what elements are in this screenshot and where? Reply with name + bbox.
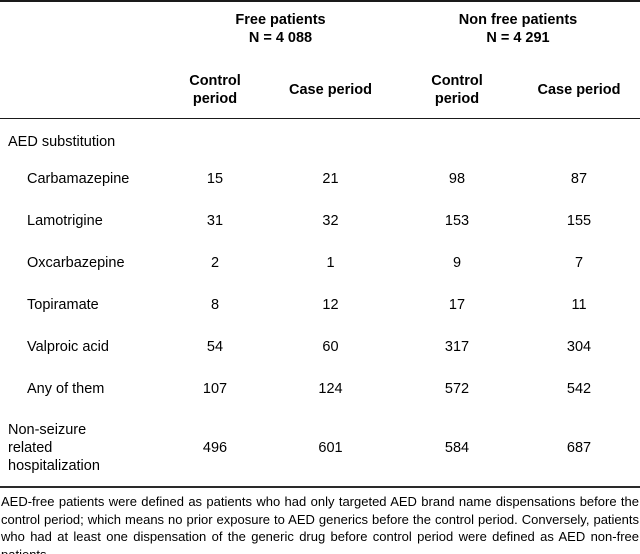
group-n-count: N = 4 291	[486, 30, 550, 46]
stub-cell	[0, 1, 165, 61]
table-row-carbamazepine: Carbamazepine 15 21 98 87	[0, 158, 640, 200]
stub-cell	[0, 61, 165, 119]
cell-value: 304	[566, 339, 592, 355]
row-label: Carbamazepine	[27, 171, 130, 187]
cell-value: 12	[322, 297, 339, 313]
row-label: Any of them	[27, 381, 105, 397]
column-header-case-period-nonfree: Case period	[518, 61, 640, 119]
cell-value: 54	[206, 339, 224, 355]
group-title: Non free patients	[458, 12, 578, 28]
column-header-row: Control period Case period Control perio…	[0, 61, 640, 119]
results-table: Free patients N = 4 088 Non free patient…	[0, 0, 640, 488]
cell-value: 572	[444, 381, 470, 397]
cell-value: 107	[202, 381, 228, 397]
cell-value: 317	[444, 339, 470, 355]
row-label: Non-seizure related hospitalization	[8, 422, 100, 474]
cell-value: 60	[322, 339, 339, 355]
cell-value: 9	[452, 255, 462, 271]
cell-value: 7	[574, 255, 584, 271]
cell-value: 11	[571, 297, 587, 313]
row-label: Topiramate	[27, 297, 99, 313]
cell-value: 155	[566, 213, 592, 229]
cell-value: 87	[570, 171, 588, 187]
cell-value: 584	[444, 440, 470, 456]
table-row-topiramate: Topiramate 8 12 17 11	[0, 284, 640, 326]
cell-value: 601	[318, 440, 343, 456]
row-label: Valproic acid	[27, 339, 109, 355]
table-row-valproic-acid: Valproic acid 54 60 317 304	[0, 326, 640, 368]
table-row-lamotrigine: Lamotrigine 31 32 153 155	[0, 200, 640, 242]
cell-value: 496	[202, 440, 228, 456]
cell-value: 98	[448, 171, 466, 187]
row-label: Oxcarbazepine	[27, 255, 125, 271]
column-header-control-period-nonfree: Control period	[396, 61, 518, 119]
cell-value: 153	[444, 213, 470, 229]
column-header-control-period-free: Control period	[165, 61, 265, 119]
cell-value: 31	[206, 213, 224, 229]
group-header-non-free-patients: Non free patients N = 4 291	[396, 1, 640, 61]
cell-value: 8	[210, 297, 220, 313]
section-header-label: AED substitution	[8, 134, 116, 150]
cell-value: 15	[206, 171, 224, 187]
group-n-count: N = 4 088	[248, 30, 313, 46]
column-header-case-period-free: Case period	[265, 61, 396, 119]
row-label: Lamotrigine	[27, 213, 103, 229]
group-header-row: Free patients N = 4 088 Non free patient…	[0, 1, 640, 61]
group-header-free-patients: Free patients N = 4 088	[165, 1, 396, 61]
group-title: Free patients	[235, 12, 326, 28]
cell-value: 32	[322, 213, 339, 229]
table-row-any-of-them: Any of them 107 124 572 542	[0, 368, 640, 410]
section-header-row: AED substitution	[0, 119, 640, 159]
cell-value: 687	[566, 440, 592, 456]
cell-value: 2	[210, 255, 220, 271]
cell-value: 124	[318, 381, 343, 397]
cell-value: 542	[566, 381, 592, 397]
cell-value: 21	[322, 171, 339, 187]
cell-value: 1	[326, 255, 335, 271]
table-row-oxcarbazepine: Oxcarbazepine 2 1 9 7	[0, 242, 640, 284]
table-footnote: AED-free patients were defined as patien…	[1, 494, 639, 554]
cell-value: 17	[448, 297, 466, 313]
table-row-non-seizure-hospitalization: Non-seizure related hospitalization 496 …	[0, 410, 640, 487]
